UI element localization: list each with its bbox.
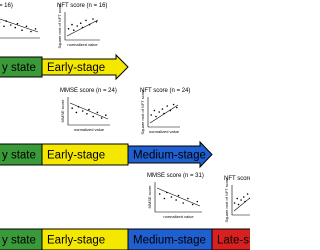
scatter-dot: [72, 29, 75, 32]
stage-label: Early-stage: [47, 62, 105, 74]
scatter-dot: [242, 196, 245, 198]
regression-line: [233, 197, 250, 212]
scatter-dot: [67, 28, 70, 30]
stage-label: Early-stage: [47, 150, 105, 162]
regression-line: [69, 102, 109, 120]
plot-title: NFT score (n = 24): [140, 88, 190, 94]
scatter-dot: [95, 21, 98, 23]
stage-arrow: [127, 140, 213, 169]
y-axis-label: Square root of NFT score: [140, 89, 145, 135]
y-axis-label: MMSE score: [60, 99, 65, 123]
scatter-dot: [172, 103, 175, 106]
scatter-dot: [166, 105, 168, 107]
stage-arrow: [211, 228, 250, 250]
y-axis-label: MMSE score: [147, 185, 152, 209]
scatter-dot: [96, 111, 99, 114]
scatter-dot: [21, 29, 23, 32]
scatter-dot: [170, 196, 173, 198]
y-axis-label: Square root of NFT score: [57, 3, 62, 49]
scatter-dot: [158, 193, 161, 195]
scatter-dot: [236, 197, 238, 200]
stage-arrow: [41, 143, 129, 166]
scatter-dot: [161, 108, 164, 110]
scatter-dot: [233, 202, 236, 204]
x-axis-label: normalized value: [67, 42, 98, 47]
scatter-dot: [237, 203, 240, 206]
stage-label: Medium-stage: [133, 150, 206, 162]
scatter-dot: [16, 22, 19, 25]
scatter-dot: [30, 30, 32, 33]
scatter-dot: [71, 107, 73, 109]
scatter-dot: [196, 200, 199, 203]
regression-line: [0, 18, 39, 33]
scatter-dot: [75, 111, 78, 114]
stage-arrow: [127, 228, 213, 250]
regression-line: [149, 104, 179, 124]
stage-arrow: [0, 228, 43, 250]
scatter-dot: [25, 25, 28, 28]
scatter-dot: [175, 199, 177, 201]
x-axis-label: normalized value: [74, 127, 105, 132]
plot-title: NFT score (n = 16): [57, 3, 107, 9]
scatter-dot: [187, 197, 189, 200]
plot-axes: [67, 97, 110, 126]
plot-axes: [231, 185, 250, 216]
plot-title: MMSE score (n = 24): [60, 88, 117, 94]
stage-label: y state: [2, 235, 36, 247]
plot-axes: [147, 97, 180, 128]
plot-axes: [64, 12, 100, 41]
y-axis-label: Square root of NFT score: [224, 177, 229, 223]
stage-label: Early-stage: [47, 235, 105, 247]
scatter-dot: [177, 194, 180, 197]
scatter-dot: [92, 115, 94, 118]
stage-label: Late-stage: [217, 235, 250, 247]
plot-title: e (n = 16): [0, 3, 13, 9]
scatter-dot: [182, 202, 184, 204]
scatter-dot: [155, 115, 157, 118]
scatter-dot: [71, 23, 73, 26]
stage-label: Medium-stage: [133, 235, 206, 247]
figure: e (n = 16)NFT score (n = 16)Square root …: [0, 3, 250, 250]
scatter-dot: [163, 197, 166, 200]
scatter-dot: [81, 110, 84, 112]
scatter-dot: [158, 111, 160, 113]
stage-arrow: [41, 228, 129, 250]
scatter-dot: [240, 199, 242, 201]
scatter-dot: [3, 25, 5, 28]
scatter-dot: [105, 114, 107, 116]
plot-title: MMSE score (n = 31): [147, 173, 204, 179]
stage-arrow: [41, 53, 129, 81]
scatter-dot: [85, 19, 87, 22]
regression-line: [66, 19, 99, 37]
scatter-dot: [14, 26, 17, 29]
plot-axes: [0, 37, 40, 39]
scatter-dot: [176, 106, 178, 109]
scatter-dot: [88, 108, 90, 111]
scatter-dot: [246, 193, 249, 195]
scatter-dot: [76, 25, 79, 27]
scatter-dot: [34, 28, 37, 30]
scatter-dot: [191, 203, 194, 206]
stage-arrow: [0, 56, 43, 78]
scatter-dot: [86, 113, 88, 115]
stage-label: y state: [2, 62, 36, 74]
x-axis-label: normalized value: [149, 129, 180, 134]
scatter-dot: [92, 18, 94, 20]
x-axis-label: normalized value: [163, 214, 194, 219]
stage-label: y state: [2, 150, 36, 162]
scatter-dot: [153, 109, 156, 112]
plot-title: NFT score: [224, 176, 250, 182]
plot-axes: [154, 182, 202, 213]
scatter-dot: [9, 24, 12, 26]
scatter-dot: [150, 114, 152, 116]
scatter-dot: [79, 22, 82, 25]
regression-line: [156, 187, 201, 207]
scatter-dot: [100, 117, 103, 119]
